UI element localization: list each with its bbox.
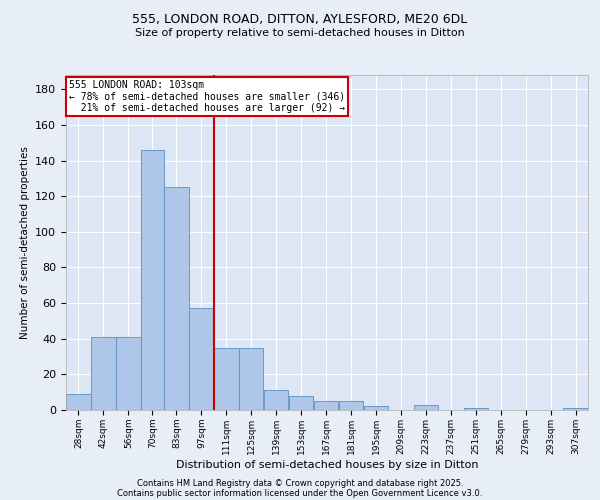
Text: 555, LONDON ROAD, DITTON, AYLESFORD, ME20 6DL: 555, LONDON ROAD, DITTON, AYLESFORD, ME2…	[133, 12, 467, 26]
Bar	[264, 390, 289, 410]
Bar	[116, 337, 140, 410]
X-axis label: Distribution of semi-detached houses by size in Ditton: Distribution of semi-detached houses by …	[176, 460, 478, 469]
Text: 555 LONDON ROAD: 103sqm
← 78% of semi-detached houses are smaller (346)
  21% of: 555 LONDON ROAD: 103sqm ← 78% of semi-de…	[68, 80, 345, 113]
Bar	[66, 394, 91, 410]
Text: Contains public sector information licensed under the Open Government Licence v3: Contains public sector information licen…	[118, 488, 482, 498]
Bar	[164, 188, 188, 410]
Bar	[214, 348, 239, 410]
Bar	[239, 348, 263, 410]
Bar	[189, 308, 214, 410]
Bar	[413, 404, 438, 410]
Bar	[339, 401, 363, 410]
Bar	[364, 406, 388, 410]
Y-axis label: Number of semi-detached properties: Number of semi-detached properties	[20, 146, 29, 339]
Text: Size of property relative to semi-detached houses in Ditton: Size of property relative to semi-detach…	[135, 28, 465, 38]
Bar	[314, 401, 338, 410]
Bar	[289, 396, 313, 410]
Text: Contains HM Land Registry data © Crown copyright and database right 2025.: Contains HM Land Registry data © Crown c…	[137, 478, 463, 488]
Bar	[141, 150, 164, 410]
Bar	[464, 408, 488, 410]
Bar	[563, 408, 588, 410]
Bar	[91, 337, 116, 410]
